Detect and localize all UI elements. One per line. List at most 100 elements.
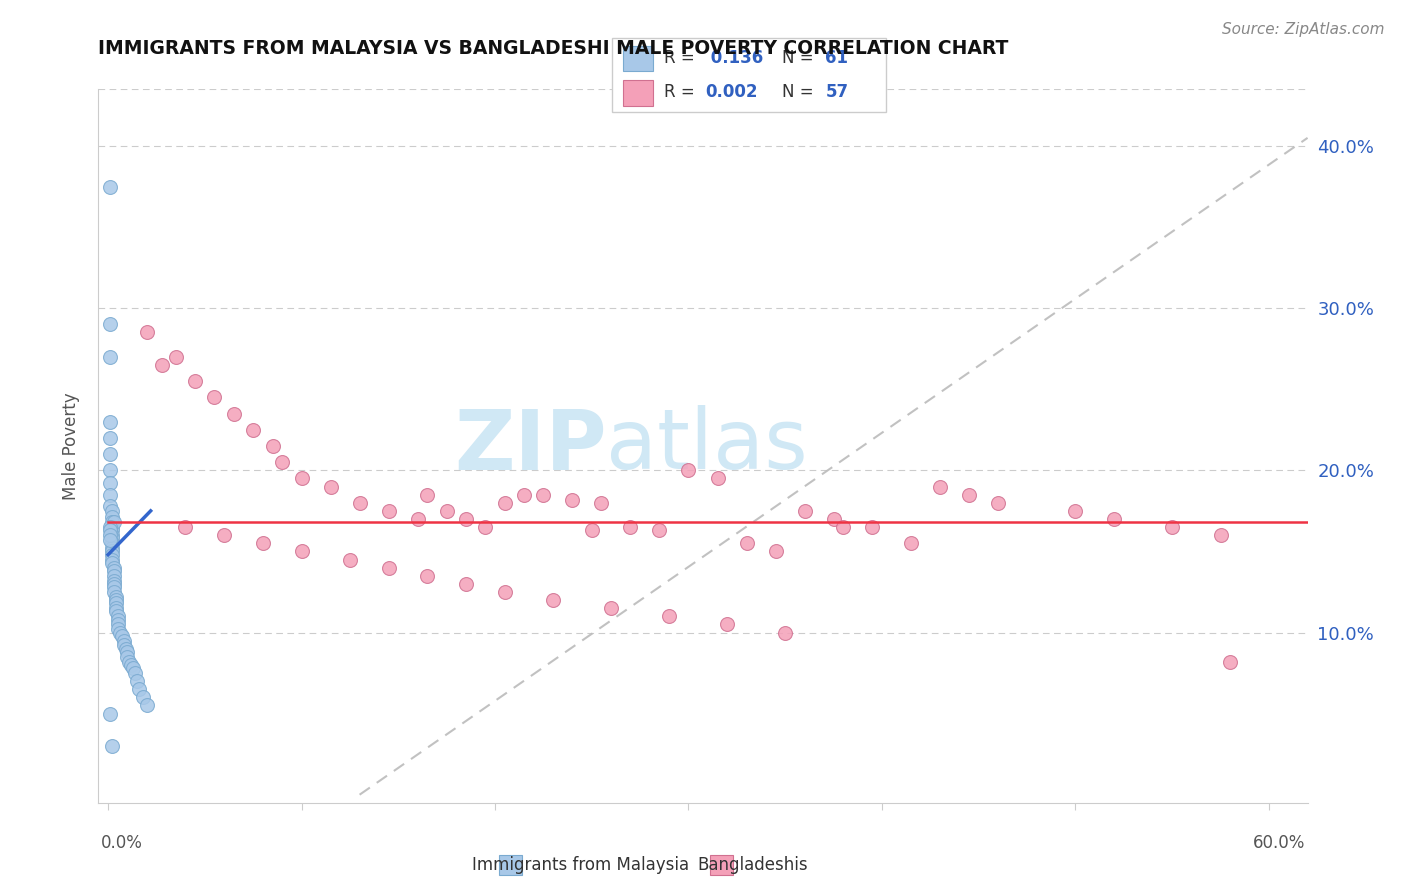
Text: IMMIGRANTS FROM MALAYSIA VS BANGLADESHI MALE POVERTY CORRELATION CHART: IMMIGRANTS FROM MALAYSIA VS BANGLADESHI … [98, 39, 1008, 58]
Text: Bangladeshis: Bangladeshis [697, 856, 808, 874]
Point [271, 455, 294, 469]
Point [101, 532, 124, 546]
Point [184, 374, 207, 388]
Point [1209, 528, 1232, 542]
FancyBboxPatch shape [623, 45, 652, 71]
Text: Source: ZipAtlas.com: Source: ZipAtlas.com [1222, 22, 1385, 37]
Point [111, 629, 134, 643]
Point [773, 625, 796, 640]
Text: 0.136: 0.136 [704, 49, 763, 67]
Point [132, 690, 155, 705]
Point [103, 577, 125, 591]
Text: 57: 57 [825, 83, 849, 101]
Point [678, 463, 700, 477]
Point [98, 499, 121, 513]
Point [98, 476, 121, 491]
Point [101, 504, 124, 518]
Text: N =: N = [782, 83, 818, 101]
Point [735, 536, 758, 550]
Point [648, 524, 671, 538]
Point [108, 625, 131, 640]
Point [793, 504, 815, 518]
Point [98, 528, 121, 542]
Text: 60.0%: 60.0% [1253, 834, 1305, 852]
Point [832, 520, 855, 534]
Point [101, 556, 124, 570]
Point [118, 655, 141, 669]
Point [600, 601, 623, 615]
Point [212, 528, 235, 542]
Point [112, 639, 135, 653]
Point [104, 604, 127, 618]
Point [436, 504, 458, 518]
Point [204, 390, 226, 404]
Point [120, 657, 142, 672]
Point [104, 593, 127, 607]
Point [531, 488, 554, 502]
Point [98, 488, 121, 502]
Point [823, 512, 845, 526]
Point [174, 520, 197, 534]
Point [101, 548, 124, 562]
Point [706, 471, 728, 485]
Point [98, 415, 121, 429]
Point [494, 585, 516, 599]
Point [128, 682, 150, 697]
Point [290, 471, 312, 485]
Point [101, 544, 124, 558]
Point [98, 431, 121, 445]
Point [957, 488, 980, 502]
Point [103, 564, 125, 578]
Point [581, 524, 603, 538]
Point [262, 439, 284, 453]
Point [98, 524, 121, 538]
Point [716, 617, 738, 632]
Text: R =: R = [664, 49, 700, 67]
Point [987, 496, 1010, 510]
Point [1102, 512, 1125, 526]
Text: N =: N = [782, 49, 818, 67]
Point [474, 520, 496, 534]
Point [127, 674, 149, 689]
Point [103, 560, 125, 574]
Point [658, 609, 681, 624]
Y-axis label: Male Poverty: Male Poverty [62, 392, 80, 500]
Point [860, 520, 883, 534]
Point [150, 358, 173, 372]
Text: 61: 61 [825, 49, 848, 67]
Point [107, 609, 129, 624]
Point [98, 463, 121, 477]
Point [101, 524, 124, 538]
Point [513, 488, 536, 502]
Point [98, 520, 121, 534]
Point [591, 496, 613, 510]
Point [103, 580, 125, 594]
Point [117, 645, 139, 659]
FancyBboxPatch shape [612, 38, 886, 112]
Text: atlas: atlas [606, 406, 808, 486]
Point [406, 512, 429, 526]
Point [765, 544, 787, 558]
Point [454, 512, 477, 526]
Point [107, 622, 129, 636]
Point [290, 544, 312, 558]
Point [107, 617, 129, 632]
Point [619, 520, 641, 534]
Point [103, 515, 125, 529]
Point [103, 568, 125, 582]
FancyBboxPatch shape [623, 80, 652, 105]
Point [377, 560, 399, 574]
Point [104, 590, 127, 604]
Point [252, 536, 274, 550]
Point [122, 661, 145, 675]
Point [98, 350, 121, 364]
Point [101, 739, 124, 753]
Point [104, 596, 127, 610]
Point [561, 492, 583, 507]
Point [377, 504, 399, 518]
Point [1161, 520, 1184, 534]
Point [416, 568, 439, 582]
Text: 0.002: 0.002 [704, 83, 758, 101]
Point [101, 552, 124, 566]
Point [98, 706, 121, 721]
